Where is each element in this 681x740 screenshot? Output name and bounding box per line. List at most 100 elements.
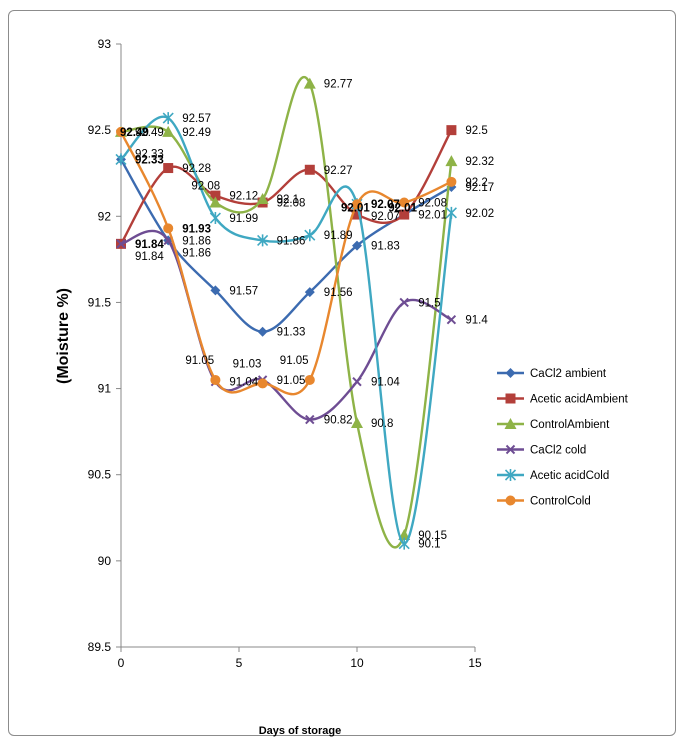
data-point bbox=[209, 196, 222, 208]
data-label: 91.86 bbox=[182, 247, 211, 259]
data-label: 92.28 bbox=[182, 163, 211, 175]
data-point bbox=[399, 297, 409, 308]
y-tick-label: 89.5 bbox=[88, 640, 112, 654]
data-point bbox=[257, 378, 268, 389]
x-tick-label: 15 bbox=[468, 656, 482, 670]
data-point bbox=[399, 197, 410, 208]
data-point bbox=[398, 537, 410, 550]
data-label: 91.05 bbox=[277, 375, 306, 387]
x-tick-label: 10 bbox=[350, 656, 364, 670]
data-label: 92.33 bbox=[135, 148, 164, 160]
data-point bbox=[304, 229, 316, 242]
data-label: 91.84 bbox=[135, 239, 164, 251]
data-label: 92.02 bbox=[465, 208, 494, 220]
data-point bbox=[446, 314, 457, 325]
data-label: 91.86 bbox=[277, 235, 306, 247]
data-label: 91.89 bbox=[324, 230, 353, 242]
data-label: 91.05 bbox=[280, 355, 309, 367]
x-axis-title: Days of storage bbox=[259, 725, 342, 737]
data-label: 92.08 bbox=[277, 198, 306, 210]
data-labels: 92.33 91.86 91.57 91.33 91.56 91.83 92.01 92.17… bbox=[120, 79, 494, 551]
data-point bbox=[505, 368, 516, 378]
data-label: 91.84 bbox=[135, 251, 164, 263]
series-line bbox=[119, 131, 452, 396]
data-point bbox=[116, 126, 126, 137]
data-label: 92.08 bbox=[418, 198, 447, 210]
y-axis-title: (Moisture %) bbox=[55, 288, 72, 384]
data-label: 92.49 bbox=[120, 127, 149, 139]
data-label: 92.57 bbox=[182, 113, 211, 125]
series-line bbox=[120, 115, 453, 545]
data-label: 92.49 bbox=[135, 127, 164, 139]
data-label: 91.05 bbox=[185, 355, 214, 367]
data-label: 91.5 bbox=[418, 297, 440, 309]
data-point bbox=[303, 77, 316, 89]
data-label: 91.56 bbox=[324, 287, 353, 299]
data-point bbox=[257, 234, 269, 247]
data-point bbox=[304, 374, 315, 385]
data-point bbox=[445, 155, 458, 167]
series-lines bbox=[115, 75, 458, 550]
series-3 bbox=[116, 229, 457, 425]
data-point bbox=[352, 240, 362, 251]
data-point bbox=[256, 193, 269, 205]
data-point bbox=[210, 285, 221, 296]
x-tick-label: 5 bbox=[236, 656, 243, 670]
data-point bbox=[304, 164, 315, 175]
data-label: 92.08 bbox=[191, 181, 220, 193]
legend-item: ControlCold bbox=[497, 495, 591, 508]
data-label: 91.4 bbox=[465, 315, 488, 327]
data-point bbox=[209, 212, 221, 225]
data-label: 92.77 bbox=[324, 79, 353, 91]
data-label: 92.2 bbox=[465, 177, 487, 189]
series-2 bbox=[115, 75, 458, 549]
legend-label: CaCl2 ambient bbox=[530, 368, 607, 380]
data-point bbox=[352, 199, 362, 210]
legend-label: ControlAmbient bbox=[530, 419, 610, 431]
legend-item: Acetic acidCold bbox=[497, 469, 609, 482]
data-point bbox=[210, 190, 221, 201]
data-label: 92.01 bbox=[418, 210, 447, 222]
data-point bbox=[505, 444, 516, 455]
data-label: 92.1 bbox=[277, 194, 299, 206]
data-point bbox=[162, 125, 175, 137]
y-tick-label: 91.5 bbox=[88, 295, 112, 309]
data-label: 92.5 bbox=[465, 125, 487, 137]
data-label: 91.33 bbox=[277, 327, 306, 339]
data-label: 92.01 bbox=[388, 203, 417, 215]
legend: CaCl2 ambient Acetic acidAmbient ControlAm… bbox=[497, 368, 629, 508]
data-label: 91.57 bbox=[229, 285, 258, 297]
y-tick-label: 91 bbox=[98, 382, 112, 396]
data-point bbox=[399, 209, 410, 220]
data-point bbox=[446, 125, 457, 136]
data-point bbox=[445, 206, 457, 219]
data-label: 92.27 bbox=[324, 165, 353, 177]
legend-label: CaCl2 cold bbox=[530, 445, 586, 457]
x-tick-label: 0 bbox=[118, 656, 125, 670]
data-point bbox=[163, 163, 174, 174]
data-point bbox=[446, 176, 457, 187]
data-label: 91.93 bbox=[182, 223, 211, 235]
data-label: 92.17 bbox=[465, 182, 494, 194]
data-label: 90.15 bbox=[418, 530, 447, 542]
data-label: 92.07 bbox=[371, 211, 400, 223]
data-point bbox=[163, 223, 174, 234]
data-point bbox=[304, 287, 315, 298]
data-label: 90.82 bbox=[324, 415, 353, 427]
data-point bbox=[505, 393, 516, 404]
data-point bbox=[305, 414, 315, 425]
data-point bbox=[505, 495, 516, 506]
data-point bbox=[504, 418, 517, 429]
data-label: 90.1 bbox=[418, 539, 440, 551]
series-line bbox=[120, 75, 453, 549]
series-5 bbox=[116, 126, 457, 396]
data-label: 91.83 bbox=[371, 241, 400, 253]
data-point bbox=[504, 469, 517, 481]
y-tick-label: 90.5 bbox=[88, 468, 112, 482]
y-tick-label: 90 bbox=[98, 554, 112, 568]
data-label: 92.01 bbox=[341, 203, 370, 215]
legend-item: CaCl2 ambient bbox=[497, 368, 607, 380]
data-label: 92.49 bbox=[182, 127, 211, 139]
data-label: 92.32 bbox=[465, 156, 494, 168]
legend-item: CaCl2 cold bbox=[497, 445, 586, 457]
